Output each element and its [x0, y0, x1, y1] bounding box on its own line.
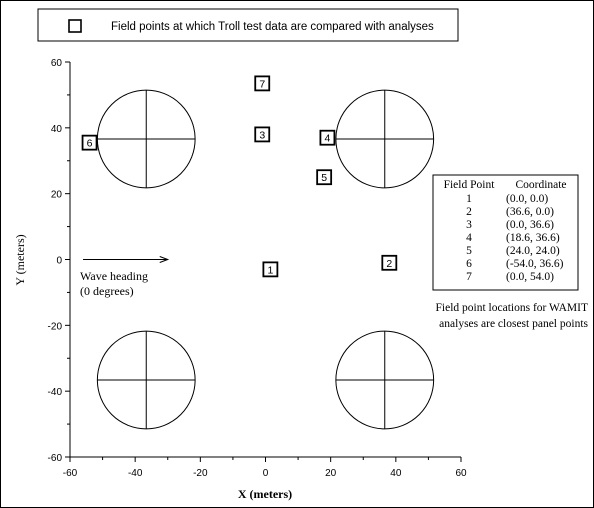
table-cell-point: 3 [466, 219, 472, 231]
columns [96, 89, 435, 430]
axes: -60 -40 -20 0 20 40 60 60 40 20 0 -20 -40 -60 X (met… [13, 58, 467, 501]
field-point-marker: 7 [254, 75, 271, 92]
table-header-field-point: Field Point [444, 179, 496, 191]
field-point-marker: 4 [319, 129, 336, 146]
field-point-marker: 5 [316, 169, 333, 186]
marker-box [254, 126, 271, 143]
x-tick-label: -20 [193, 468, 208, 479]
coordinate-table-box [432, 174, 579, 291]
x-tick-label: -40 [128, 468, 143, 479]
table-cell-coordinate: (0.0, 54.0) [506, 271, 554, 283]
marker-box [381, 254, 398, 271]
coordinate-table: Field Point Coordinate 1 (0.0, 0.0) 2 (36.6… [432, 174, 579, 291]
wave-heading-angle: (0 degrees) [80, 284, 134, 298]
table-cell-point: 2 [466, 206, 472, 218]
legend-text: Field points at which Troll test data ar… [111, 21, 434, 33]
note-line-2: analyses are closest panel points [439, 318, 588, 330]
legend: Field points at which Troll test data ar… [37, 8, 459, 42]
field-point-marker: 2 [381, 254, 398, 271]
marker-box [316, 169, 333, 186]
table-cell-coordinate: (36.6, 0.0) [506, 206, 554, 218]
note-line-1: Field point locations for WAMIT [436, 302, 588, 314]
y-tick-label: -40 [48, 387, 63, 398]
marker-label: 4 [324, 133, 330, 145]
marker-box [254, 75, 271, 92]
field-point-marker: 3 [254, 126, 271, 143]
table-cell-coordinate: (0.0, 0.0) [506, 193, 548, 205]
table-cell-coordinate: (18.6, 36.6) [506, 232, 560, 244]
field-point-marker: 6 [81, 134, 98, 151]
y-tick-label: -20 [48, 321, 63, 332]
legend-box [37, 8, 459, 42]
marker-label: 1 [267, 264, 273, 276]
x-tick-label: 60 [455, 468, 467, 479]
table-cell-point: 7 [466, 271, 472, 283]
marker-label: 3 [259, 129, 265, 141]
x-tick-label: 0 [263, 468, 269, 479]
table-cell-point: 4 [466, 232, 472, 244]
table-header-coordinate: Coordinate [515, 179, 566, 191]
table-cell-coordinate: (24.0, 24.0) [506, 245, 560, 257]
field-point-markers: 1 2 3 4 5 6 7 [81, 75, 398, 278]
wave-heading-label: Wave heading [80, 269, 148, 283]
marker-box [262, 261, 279, 278]
y-tick-label: -60 [48, 453, 63, 464]
x-axis-label: X (meters) [238, 487, 292, 501]
table-cell-coordinate: (-54.0, 36.6) [506, 258, 564, 270]
field-point-marker: 1 [262, 261, 279, 278]
marker-label: 2 [386, 258, 392, 270]
marker-label: 6 [87, 138, 93, 150]
marker-box [319, 129, 336, 146]
y-tick-label: 60 [51, 58, 63, 69]
legend-marker-icon [68, 19, 82, 33]
wave-arrowhead-icon [159, 256, 170, 263]
y-axis-label: Y (meters) [13, 234, 27, 285]
x-tick-label: 20 [325, 468, 337, 479]
table-cell-coordinate: (0.0, 36.6) [506, 219, 554, 231]
marker-label: 7 [259, 78, 265, 90]
x-tick-label: -60 [63, 468, 78, 479]
table-cell-point: 6 [466, 258, 472, 270]
y-tick-label: 40 [51, 124, 63, 135]
y-tick-label: 0 [56, 256, 62, 267]
wave-heading: Wave heading (0 degrees) [80, 256, 170, 298]
table-cell-point: 5 [466, 245, 472, 257]
x-tick-label: 40 [390, 468, 402, 479]
marker-box [81, 134, 98, 151]
marker-label: 5 [321, 172, 327, 184]
table-cell-point: 1 [466, 193, 472, 205]
y-tick-label: 20 [51, 190, 63, 201]
